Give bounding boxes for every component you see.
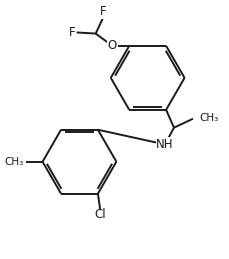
Text: O: O [107,39,117,52]
Text: CH₃: CH₃ [4,157,23,167]
Text: F: F [69,26,75,39]
Text: NH: NH [155,138,173,151]
Text: CH₃: CH₃ [198,113,218,123]
Text: F: F [100,5,106,18]
Text: Cl: Cl [94,208,106,221]
